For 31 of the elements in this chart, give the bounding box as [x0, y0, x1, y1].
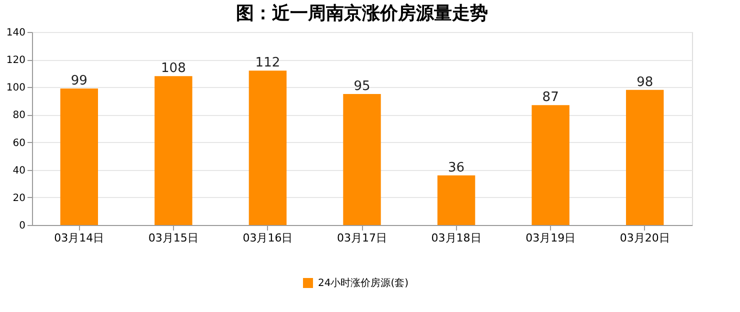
y-tick-label: 0	[19, 220, 26, 232]
bar	[154, 76, 192, 225]
y-tick-label: 140	[6, 28, 26, 38]
y-tick-label: 100	[6, 82, 26, 94]
y-tick-label: 40	[12, 165, 26, 176]
x-tick-label: 03月20日	[620, 232, 670, 244]
data-label: 112	[255, 56, 280, 71]
y-tick-label: 120	[6, 55, 26, 66]
x-tick-label: 03月17日	[337, 232, 387, 244]
data-label: 108	[161, 61, 186, 76]
legend-label: 24小时涨价房源(套)	[318, 277, 409, 289]
bar	[437, 175, 476, 225]
x-tick-label: 03月19日	[526, 232, 576, 244]
data-label: 87	[542, 90, 559, 106]
data-label: 99	[70, 74, 88, 89]
x-tick-label: 03月18日	[431, 232, 482, 244]
y-tick-label: 60	[12, 138, 26, 149]
bar	[343, 94, 381, 225]
bar	[60, 88, 98, 225]
chart-title: 图：近一周南京涨价房源量走势	[236, 3, 488, 24]
y-tick-label: 80	[12, 110, 26, 122]
x-tick-label: 03月15日	[148, 232, 198, 244]
bar	[248, 70, 287, 225]
x-tick-label: 03月14日	[54, 232, 104, 244]
bar	[626, 90, 664, 225]
x-tick-label: 03月16日	[242, 232, 293, 244]
bar	[532, 105, 570, 225]
y-tick-label: 20	[12, 192, 26, 204]
data-label: 36	[448, 160, 465, 176]
data-label: 98	[636, 74, 654, 90]
data-label: 95	[354, 79, 370, 94]
